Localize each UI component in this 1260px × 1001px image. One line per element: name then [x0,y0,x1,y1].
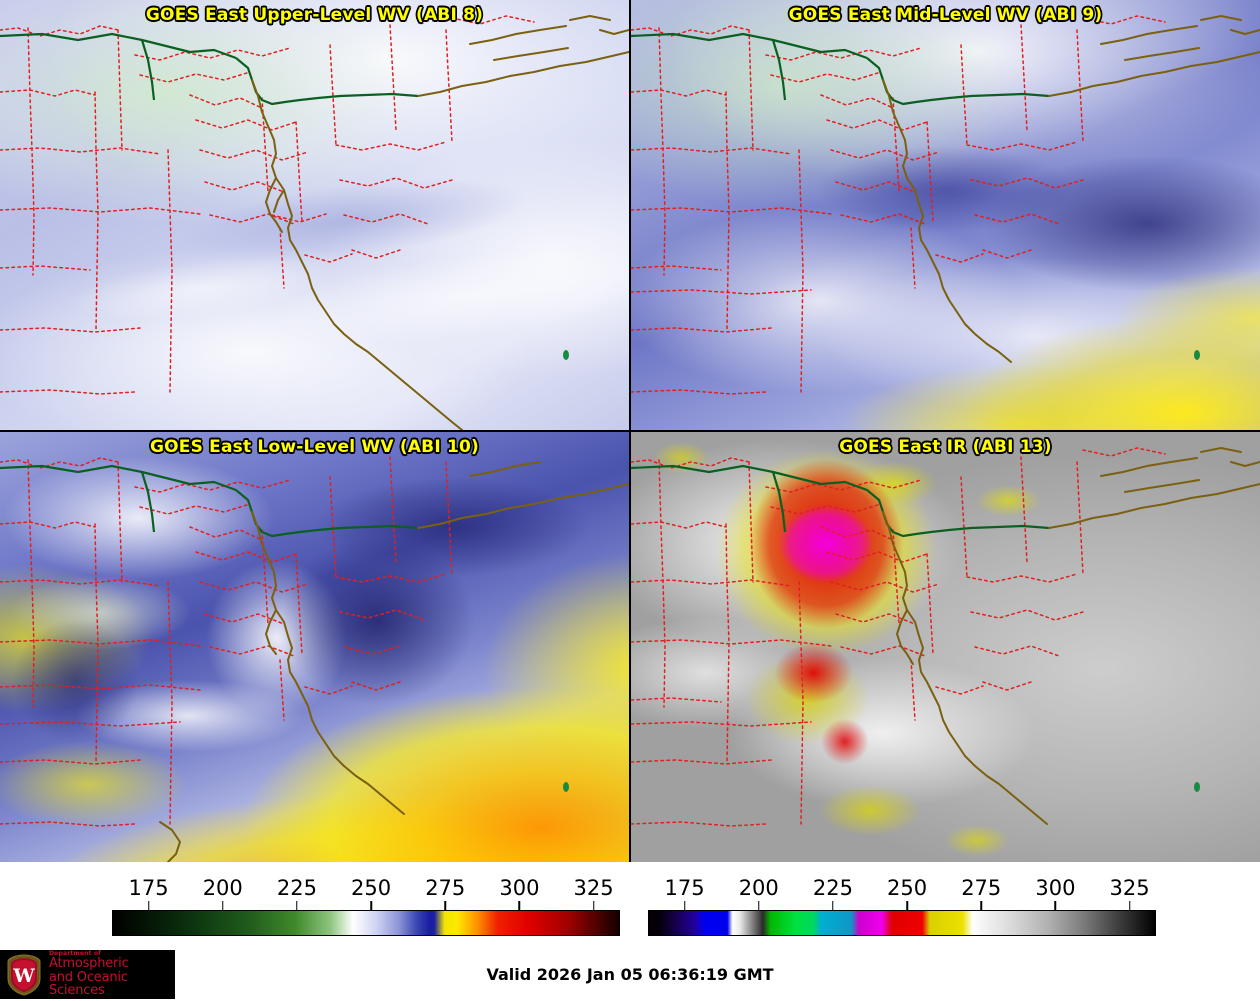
panel-abi13-ir[interactable]: GOES East IR (ABI 13) [631,432,1260,862]
sat-dry-slot-abi9 [631,0,1260,430]
sat-cold-magenta-abi13 [631,432,1260,862]
satellite-panel-grid: GOES East Upper-Level WV (ABI 8) [0,0,1260,862]
panel-abi9-mid-level-wv[interactable]: GOES East Mid-Level WV (ABI 9) [631,0,1260,430]
colorbar-ir-tick-label: 300 [1035,876,1076,900]
colorbar-wv-tick-label: 200 [202,876,243,900]
colorbar-wv-tick-label: 300 [499,876,540,900]
colorbar-wv-ticks [112,901,620,910]
colorbar-wv-tick-label: 175 [128,876,169,900]
panel-abi8-upper-level-wv[interactable]: GOES East Upper-Level WV (ABI 8) [0,0,629,430]
colorbar-ir: 175 200 225 250 275 300 325 [648,862,1156,950]
footer: W Department of Atmospheric and Oceanic … [0,950,1260,999]
colorbar-wv-tick-label: 325 [573,876,614,900]
colorbar-ir-tick-label: 275 [961,876,1002,900]
colorbar-ir-tick-label: 225 [812,876,853,900]
map-overlay-abi10 [0,456,629,862]
colorbar-wv-gradient [112,910,620,936]
colorbar-ir-tick-label: 200 [738,876,779,900]
logo-dept-line: Department of [49,949,102,957]
colorbar-wv: 175 200 225 250 275 300 325 [112,862,620,950]
uw-crest-icon: W [4,953,44,997]
map-overlay-abi9 [631,15,1260,395]
valid-timestamp: Valid 2026 Jan 05 06:36:19 GMT [486,965,774,984]
colorbar-wv-tick-label: 250 [351,876,392,900]
uw-aos-logo[interactable]: W Department of Atmospheric and Oceanic … [0,950,175,999]
svg-text:W: W [12,965,35,987]
colorbar-section: 175 200 225 250 275 300 325 175 200 225 … [0,862,1260,950]
panel-abi10-low-level-wv[interactable]: GOES East Low-Level WV (ABI 10) [0,432,629,862]
sat-dark-abi10 [0,432,629,862]
logo-line-1: Atmospheric [49,956,129,972]
colorbar-ir-tick-labels: 175 200 225 250 275 300 325 [648,862,1156,900]
colorbar-ir-tick-label: 175 [664,876,705,900]
logo-line-2: and Oceanic Sciences [49,969,128,999]
colorbar-wv-tick-label: 225 [276,876,317,900]
colorbar-wv-tick-labels: 175 200 225 250 275 300 325 [112,862,620,900]
colorbar-ir-gradient [648,910,1156,936]
colorbar-wv-tick-label: 275 [425,876,466,900]
colorbar-ir-tick-label: 325 [1109,876,1150,900]
colorbar-ir-ticks [648,901,1156,910]
map-overlay-abi13 [631,447,1260,827]
map-overlay-abi8 [0,15,629,430]
colorbar-ir-tick-label: 250 [887,876,928,900]
